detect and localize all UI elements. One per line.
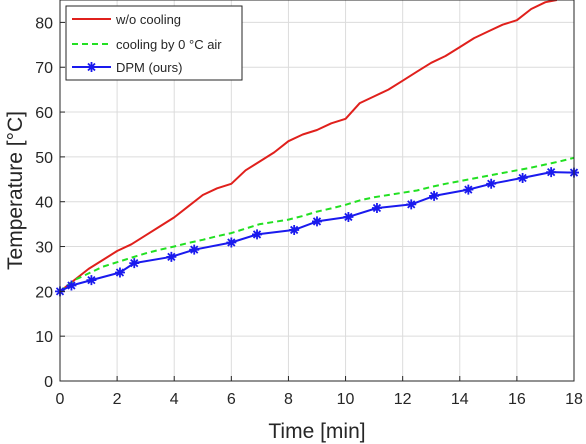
axes-box — [59, 0, 575, 382]
data-point-marker — [66, 280, 77, 291]
data-point-marker — [546, 167, 557, 178]
y-tick-label: 70 — [35, 60, 53, 77]
x-tick-label: 12 — [394, 391, 412, 408]
x-tick-label: 8 — [284, 391, 293, 408]
y-tick-label: 30 — [35, 240, 53, 257]
legend-label-dpm: DPM (ours) — [116, 60, 182, 75]
data-point-marker — [517, 172, 528, 183]
x-tick-label: 6 — [227, 391, 236, 408]
x-tick-label: 16 — [508, 391, 526, 408]
data-point-marker — [406, 199, 417, 210]
data-point-marker — [129, 258, 140, 269]
x-axis-label: Time [min] — [268, 420, 365, 443]
data-point-marker — [429, 190, 440, 201]
data-point-marker — [289, 224, 300, 235]
series-1 — [59, 156, 575, 293]
data-point-marker — [486, 178, 497, 189]
data-point-marker — [189, 244, 200, 255]
y-tick-label: 50 — [35, 150, 53, 167]
data-point-marker — [114, 267, 125, 278]
x-tick-label: 0 — [56, 391, 65, 408]
legend-label-cooling-air: cooling by 0 °C air — [116, 37, 222, 52]
data-point-marker — [226, 237, 237, 248]
legend: w/o cooling cooling by 0 °C air DPM (our… — [65, 5, 243, 81]
x-tick-label: 10 — [337, 391, 355, 408]
y-tick-label: 10 — [35, 329, 53, 346]
series-line — [59, 0, 558, 293]
x-tick-label: 18 — [565, 391, 583, 408]
data-point-marker — [312, 216, 322, 227]
data-point-marker — [463, 184, 474, 195]
y-tick-label: 80 — [35, 15, 53, 32]
data-point-marker — [371, 202, 382, 213]
y-tick-label: 40 — [35, 195, 53, 212]
x-tick-label: 4 — [170, 391, 179, 408]
data-point-marker — [252, 229, 263, 240]
axes — [59, 0, 575, 382]
data-point-marker — [86, 275, 97, 286]
x-tick-label: 14 — [451, 391, 469, 408]
y-tick-label: 20 — [35, 284, 53, 301]
series-0 — [59, 0, 558, 293]
y-tick-label: 0 — [44, 374, 53, 391]
y-axis-label: Temperature [°C] — [4, 111, 27, 270]
legend-label-w-o-cooling: w/o cooling — [115, 12, 181, 27]
x-tick-label: 2 — [113, 391, 122, 408]
series-layer — [55, 0, 579, 297]
tick-labels: 0 2 4 6 8 10 12 14 16 18 0 10 20 30 40 50 60 70 80 — [35, 15, 583, 408]
data-point-marker — [343, 211, 354, 222]
y-tick-label: 60 — [35, 105, 53, 122]
legend-marker-dpm — [86, 62, 97, 72]
data-point-marker — [166, 251, 177, 262]
series-line — [59, 156, 575, 293]
